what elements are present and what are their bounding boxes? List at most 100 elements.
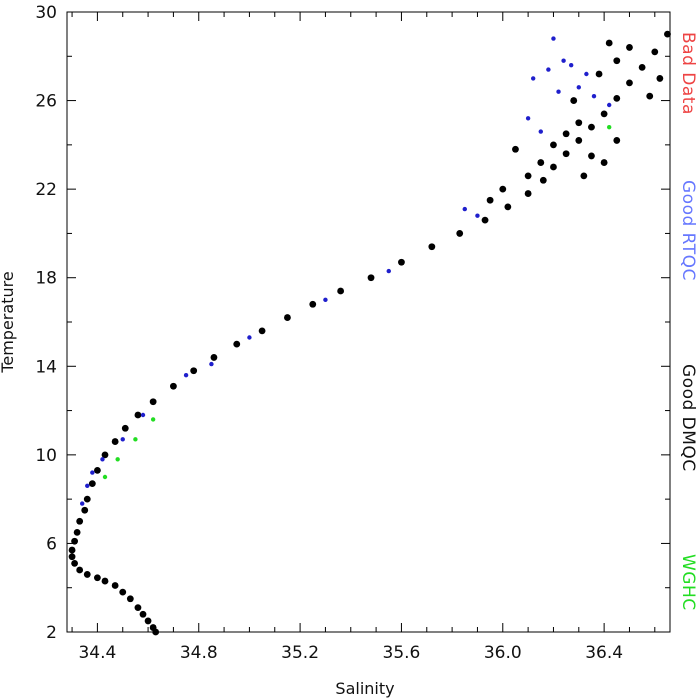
data-point (525, 116, 531, 121)
y-tick-label: 18 (35, 269, 57, 289)
data-point (83, 571, 91, 578)
data-point (638, 63, 646, 71)
data-point (475, 213, 480, 218)
data-point (530, 76, 536, 81)
x-tick-label: 36.4 (585, 643, 623, 663)
data-point (149, 398, 157, 406)
data-point (551, 36, 556, 41)
data-point (550, 141, 557, 149)
data-point (140, 412, 146, 418)
data-point (367, 274, 375, 282)
data-point (71, 559, 79, 567)
data-point (71, 537, 79, 545)
data-point (149, 624, 157, 631)
data-point (651, 48, 659, 56)
data-point (73, 528, 81, 536)
data-point (111, 438, 119, 445)
data-point (284, 314, 291, 321)
x-tick-label: 35.2 (281, 643, 319, 663)
data-point (575, 119, 583, 127)
x-tick-label: 34.4 (78, 643, 116, 663)
data-point (111, 582, 119, 589)
data-point (504, 203, 512, 211)
data-point (588, 152, 595, 160)
data-point (600, 159, 608, 166)
data-point (595, 70, 603, 78)
x-axis-title: Salinity (335, 679, 394, 698)
data-point (588, 123, 595, 131)
data-point (101, 577, 109, 585)
data-point (76, 517, 84, 525)
data-point (524, 190, 532, 197)
data-point (337, 287, 345, 295)
data-point (575, 137, 583, 144)
data-point (613, 94, 621, 102)
data-point (126, 595, 134, 603)
y-tick-label: 26 (35, 92, 57, 112)
data-point (100, 457, 105, 462)
data-point (613, 137, 621, 144)
data-point (486, 196, 494, 204)
data-point (90, 470, 95, 475)
legend-label-good-dmqc: Good DMQC (678, 364, 698, 472)
data-point (562, 150, 570, 158)
data-point (398, 258, 405, 266)
x-tick-label: 36.0 (484, 643, 522, 663)
data-point (664, 30, 671, 38)
data-point (591, 93, 597, 99)
data-point (120, 437, 125, 442)
data-point (150, 417, 156, 422)
data-point (613, 57, 621, 65)
data-point (561, 58, 566, 63)
data-point (580, 172, 588, 180)
y-tick-label: 30 (35, 3, 57, 23)
data-point (80, 501, 85, 506)
data-point (233, 340, 241, 348)
data-point (119, 588, 127, 596)
data-point (626, 79, 633, 87)
data-point (102, 474, 108, 480)
data-point (499, 185, 507, 193)
data-point (134, 604, 142, 612)
data-point (605, 39, 613, 47)
x-tick-label: 35.6 (383, 643, 421, 663)
data-point (134, 411, 142, 419)
y-axis-title: Temperature (0, 271, 17, 373)
data-point (428, 243, 436, 251)
data-point (568, 62, 574, 68)
data-point (81, 506, 89, 514)
data-point (546, 67, 551, 72)
axis-ticks (67, 11, 670, 633)
data-point (101, 451, 109, 459)
data-point (626, 44, 633, 51)
data-point (584, 71, 589, 77)
y-tick-label: 22 (35, 180, 57, 200)
data-point (144, 617, 152, 625)
data-point (258, 327, 266, 335)
data-point (386, 268, 391, 274)
data-point (323, 297, 328, 303)
y-tick-label: 10 (35, 446, 57, 466)
x-tick-label: 34.8 (180, 643, 218, 663)
scatter-points (68, 30, 671, 636)
data-point (481, 216, 489, 224)
data-point (88, 480, 96, 488)
data-point (94, 466, 101, 474)
y-tick-label: 14 (35, 357, 57, 377)
data-point (247, 335, 252, 340)
data-point (550, 163, 557, 171)
data-point (600, 110, 608, 118)
data-point (538, 129, 543, 134)
data-point (139, 610, 147, 618)
data-point (462, 206, 467, 212)
data-point (190, 367, 198, 375)
data-point (556, 89, 561, 94)
data-point (94, 574, 101, 582)
legend-label-bad-data: Bad Data (678, 32, 698, 115)
data-point (85, 483, 90, 489)
data-point (576, 85, 581, 90)
data-point (646, 92, 654, 100)
data-point (537, 159, 545, 166)
